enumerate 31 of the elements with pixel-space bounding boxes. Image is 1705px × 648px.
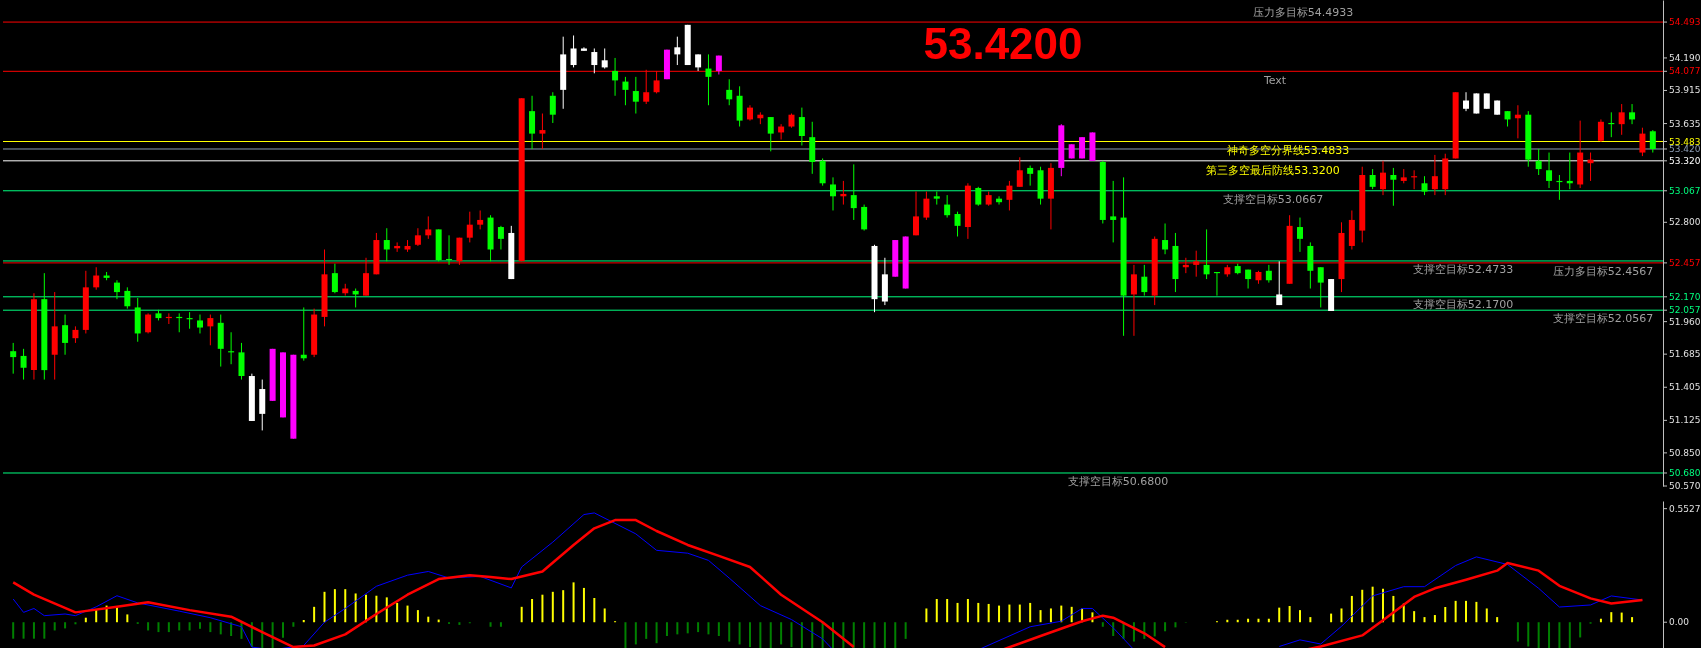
y-tick-label: 0.00 [1669,617,1690,628]
y-tick-label: 54.077 [1669,66,1701,77]
y-tick-label: 51.960 [1669,316,1701,327]
y-tick-label: 53.635 [1669,118,1701,129]
y-tick-label: 0.5527 [1669,503,1701,514]
y-tick-label: 53.320 [1669,155,1701,166]
y-tick-label: 54.190 [1669,52,1701,63]
y-tick-label: 53.915 [1669,85,1701,96]
y-tick-label: 52.800 [1669,217,1701,228]
y-tick-label: 53.067 [1669,185,1701,196]
ref-line-label: 支撑空目标53.0667 [1222,192,1324,206]
ref-line-label: 压力多目标54.4933 [1252,6,1354,20]
ref-line-label: 神奇多空分界线53.4833 [1226,143,1350,157]
ref-line-label: 第三多空最后防线53.3200 [1206,163,1340,177]
annotation: Text [1262,74,1287,87]
ref-line-label: 支撑空目标52.1700 [1412,297,1514,311]
y-tick-label: 51.405 [1669,382,1701,393]
y-tick-label: 51.685 [1669,349,1701,360]
y-tick-label: 54.493 [1669,17,1701,28]
ref-line-label: 支撑空目标50.6800 [1067,474,1169,488]
ref-line-label: 压力多目标52.4567 [1552,264,1654,278]
y-tick-label: 52.057 [1669,305,1701,316]
y-tick-label: 50.570 [1669,481,1701,491]
y-tick-label: 51.125 [1669,415,1701,426]
y-tick-label: 52.457 [1669,257,1701,268]
y-tick-label: 50.680 [1669,467,1701,478]
y-tick-label: 50.850 [1669,447,1701,458]
chart-title: 53.4200 [923,19,1083,68]
y-tick-label: 52.170 [1669,291,1701,302]
ref-line-label: 支撑空目标52.4733 [1412,262,1514,276]
ref-line-label: 支撑空目标52.0567 [1552,312,1654,326]
